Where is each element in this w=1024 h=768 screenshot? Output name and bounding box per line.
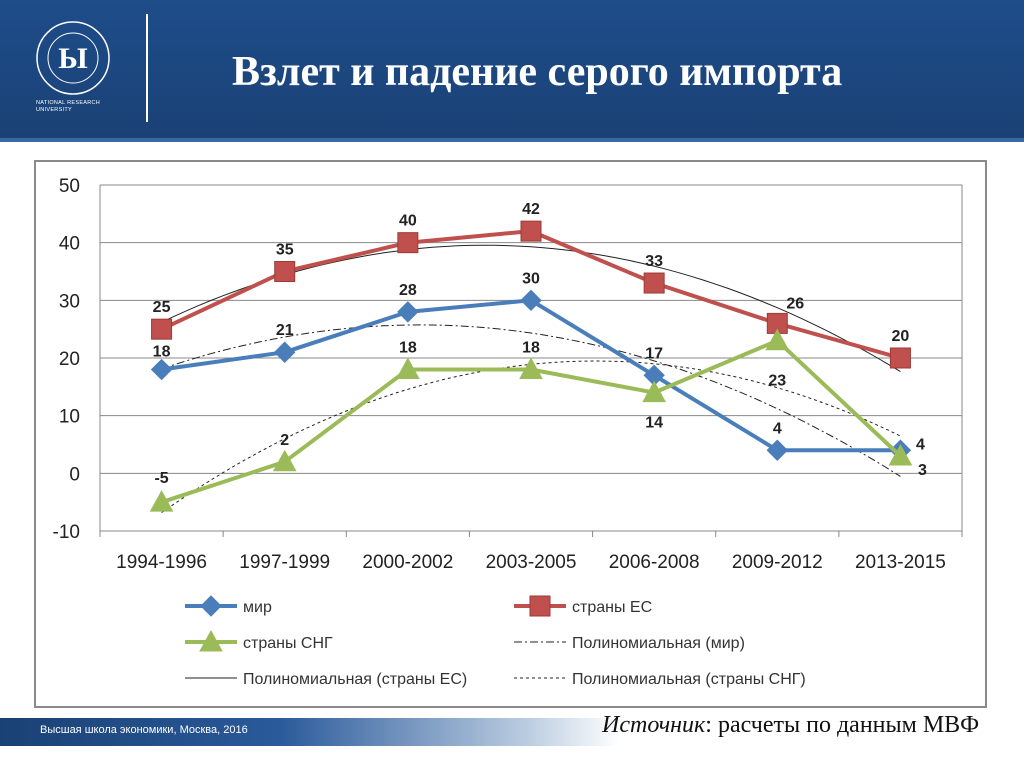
data-label: 18 [153,344,171,361]
data-point-marker [520,289,542,312]
page-title: Взлет и падение серого импорта [232,49,843,95]
source-label: Источник [602,712,706,738]
data-label: 35 [276,242,294,259]
data-label: 20 [892,328,910,345]
x-tick-label: 2009-2012 [732,552,823,573]
source-text: : расчеты по данным МВФ [705,712,980,738]
data-label: 30 [522,270,540,287]
legend-label: страны ЕС [572,599,652,616]
data-point-marker [274,341,296,363]
x-tick-label: 2003-2005 [486,552,577,573]
x-tick-label: 2000-2002 [362,552,453,573]
data-label: 3 [918,462,927,479]
footer-bar [0,718,620,746]
data-label: 18 [522,340,540,357]
y-tick-label: 30 [59,291,80,312]
data-point-marker [519,357,543,380]
legend-label: страны СНГ [243,635,333,652]
legend-label: Полиномиальная (страны СНГ) [572,671,806,688]
data-label: 25 [153,299,171,316]
footer-org: Высшая школа экономики, Москва, 2016 [40,724,248,736]
data-label: 33 [645,253,663,270]
y-tick-label: -10 [53,522,80,543]
data-point-marker [150,358,173,381]
data-label: 18 [399,340,417,357]
data-point-marker [396,357,420,380]
data-point-marker [520,220,542,242]
data-label: 4 [916,436,925,453]
data-point-marker [765,328,790,351]
data-point-marker [199,629,223,652]
hse-logo-icon: Ы [36,21,110,95]
data-label: 42 [522,201,540,218]
data-point-marker [200,595,222,617]
header-underline [0,138,1024,142]
data-point-marker [643,272,665,294]
data-point-marker [529,595,551,617]
x-tick-label: 2013-2015 [855,552,946,573]
source-note: Источник: расчеты по данным МВФ [602,712,979,739]
data-label: 23 [768,373,786,390]
data-point-marker [397,232,419,254]
data-label: 28 [399,282,417,299]
data-label: 26 [786,295,804,312]
data-point-marker [766,439,788,461]
logo-caption: NATIONAL RESEARCH UNIVERSITY [36,100,126,114]
data-point-marker [151,318,173,340]
legend-label: мир [243,599,272,616]
data-label: 21 [276,322,294,339]
trendline [161,324,901,477]
data-point-marker [272,449,297,472]
y-tick-label: 0 [69,464,80,485]
logo-caption-line2: UNIVERSITY [36,107,73,113]
data-point-marker [149,490,174,512]
data-label: -5 [154,470,168,487]
legend-label: Полиномиальная (мир) [572,635,745,652]
data-point-marker [889,347,911,369]
header-divider [146,14,148,122]
data-point-marker [888,443,913,466]
data-label: 4 [773,420,782,437]
data-point-marker [274,261,296,282]
y-tick-label: 20 [59,349,80,370]
slide-header [0,0,1024,138]
data-label: 2 [280,432,289,449]
y-tick-label: 50 [59,176,80,197]
legend-label: Полиномиальная (страны ЕС) [243,671,467,688]
x-tick-label: 2006-2008 [609,552,700,573]
data-label: 14 [645,415,663,432]
data-label: 40 [399,213,417,230]
data-label: 17 [645,345,663,362]
logo-caption-line1: NATIONAL RESEARCH [36,100,101,106]
x-tick-label: 1997-1999 [239,552,330,573]
y-tick-label: 10 [59,407,80,428]
x-tick-label: 1994-1996 [116,552,207,573]
svg-text:Ы: Ы [58,42,87,75]
y-tick-label: 40 [59,234,80,255]
data-point-marker [397,301,419,323]
trendline [161,360,901,514]
data-point-marker [642,380,666,403]
